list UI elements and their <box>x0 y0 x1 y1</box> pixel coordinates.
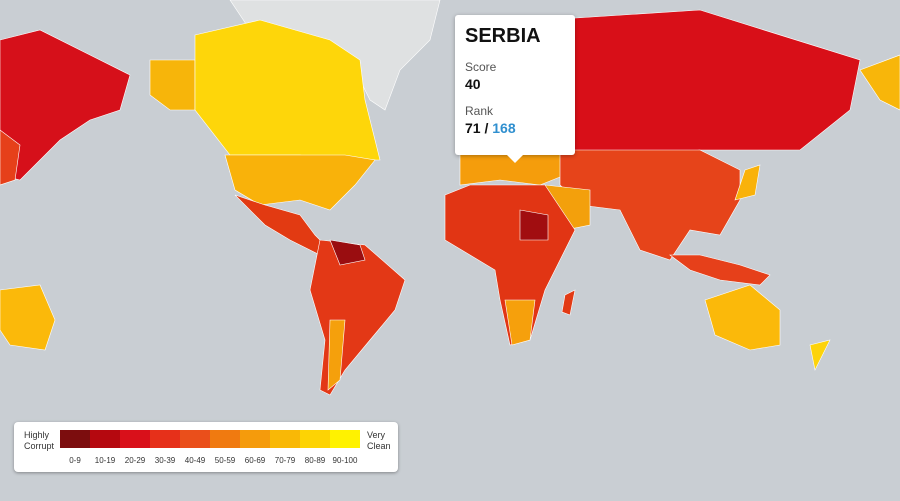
asia-west <box>0 129 21 186</box>
legend-bin-label: 50-59 <box>214 456 236 465</box>
legend-bin: 50-59 <box>210 430 240 465</box>
legend-swatch <box>150 430 180 448</box>
rank-value: 71 / 168 <box>465 120 565 136</box>
sudan <box>519 209 549 241</box>
legend-bin: 30-39 <box>150 430 180 465</box>
legend-bin-label: 20-29 <box>124 456 146 465</box>
rank-total: 168 <box>492 120 516 136</box>
russia-west <box>0 29 131 181</box>
legend-bin: 80-89 <box>300 430 330 465</box>
legend-low: Highly Corrupt <box>24 430 55 451</box>
legend-bin: 0-9 <box>60 430 90 465</box>
rank: 71 <box>465 120 481 136</box>
south-africa <box>504 299 536 346</box>
legend-swatch <box>120 430 150 448</box>
canada <box>194 19 381 161</box>
legend-scale: 0-9 10-19 20-29 30-39 40-49 50-59 60-69 70-79 80… <box>60 430 360 465</box>
legend-bin: 20-29 <box>120 430 150 465</box>
legend-bin-label: 70-79 <box>274 456 296 465</box>
legend-swatch <box>240 430 270 448</box>
legend-high: Very Clean <box>367 430 391 451</box>
indonesia <box>669 254 771 286</box>
tooltip: SERBIA Score 40 Rank 71 / 168 <box>455 15 575 163</box>
legend-swatch <box>210 430 240 448</box>
madagascar <box>561 289 576 316</box>
legend-bin-label: 40-49 <box>184 456 206 465</box>
legend-bin: 40-49 <box>180 430 210 465</box>
usa <box>224 154 376 211</box>
countries <box>0 0 900 396</box>
legend-bin-label: 0-9 <box>69 456 81 465</box>
legend-swatch <box>300 430 330 448</box>
legend-bin-label: 30-39 <box>154 456 176 465</box>
legend-bin-label: 10-19 <box>94 456 116 465</box>
legend-swatch <box>270 430 300 448</box>
legend-swatch <box>60 430 90 448</box>
legend-bin: 10-19 <box>90 430 120 465</box>
south-america <box>309 239 406 396</box>
rank-separator: / <box>484 120 489 136</box>
legend-bin-label: 60-69 <box>244 456 266 465</box>
australia <box>704 284 781 351</box>
alaska-east <box>859 54 900 111</box>
legend-bin: 90-100 <box>330 430 360 465</box>
legend-swatch <box>330 430 360 448</box>
legend-swatch <box>90 430 120 448</box>
legend-swatch <box>180 430 210 448</box>
legend-bin: 60-69 <box>240 430 270 465</box>
venezuela <box>329 239 366 266</box>
legend-bin-label: 80-89 <box>304 456 326 465</box>
score-label: Score <box>465 60 497 74</box>
score-value: 40 <box>465 76 481 92</box>
russia <box>544 9 861 161</box>
alaska <box>149 59 196 111</box>
new-zealand <box>809 339 831 371</box>
country-name: SERBIA <box>465 25 541 47</box>
rank-label: Rank <box>465 104 494 118</box>
japan <box>734 164 761 201</box>
australia-west <box>0 284 56 351</box>
legend: Highly Corrupt 0-9 10-19 20-29 30-39 40-49 50… <box>14 422 398 472</box>
legend-bin-label: 90-100 <box>332 456 358 465</box>
legend-bin: 70-79 <box>270 430 300 465</box>
chile <box>327 319 346 391</box>
